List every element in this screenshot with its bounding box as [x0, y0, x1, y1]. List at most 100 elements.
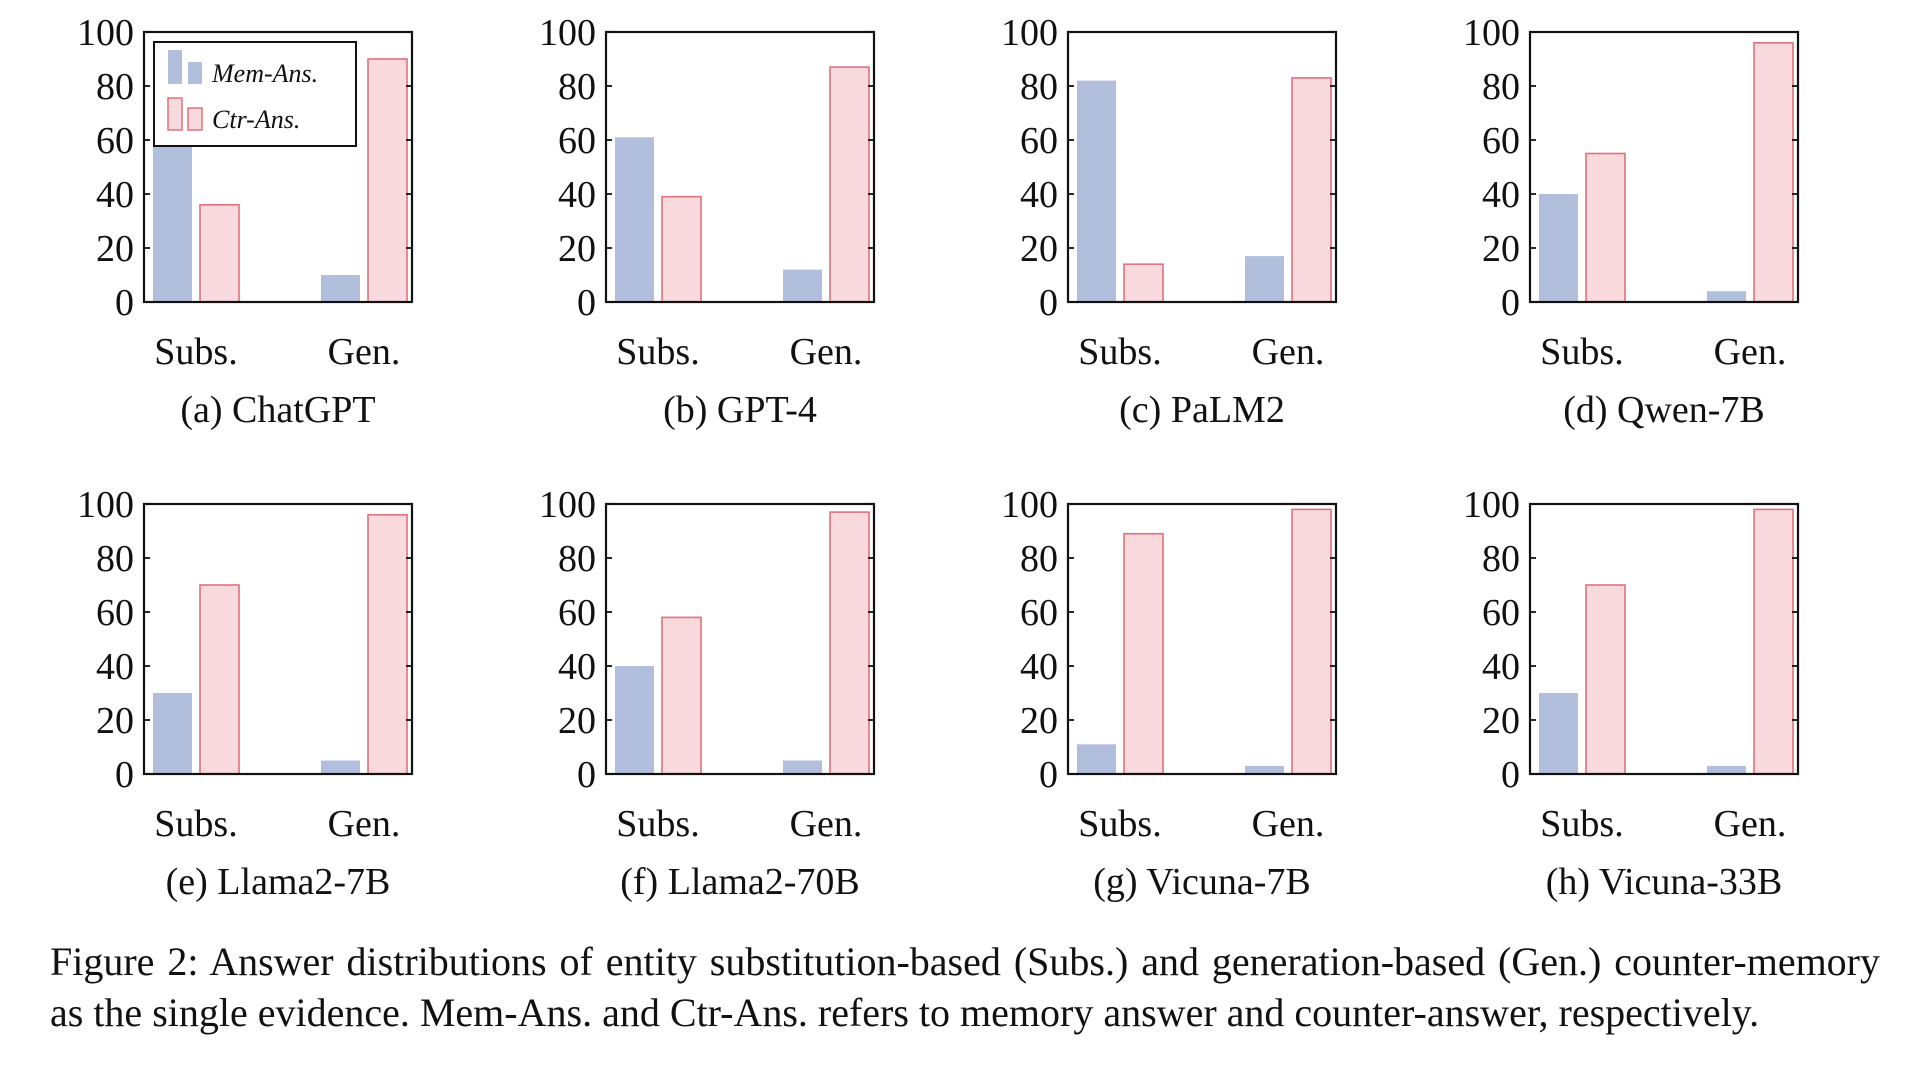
legend-mem-label: Mem-Ans. [211, 59, 318, 88]
subplot-caption: (h) Vicuna-33B [1546, 861, 1783, 903]
bar-ctr-subs [199, 584, 240, 775]
y-tick-label: 80 [96, 66, 134, 108]
x-tick-label: Subs. [616, 803, 699, 845]
y-tick-label: 80 [1020, 538, 1058, 580]
bar-mem-gen [783, 760, 822, 774]
figure-caption: Figure 2: Answer distributions of entity… [50, 939, 1880, 1035]
subplot-g: Subs. Gen. 0 20 40 60 80 100 (g) Vicuna-7B [1001, 484, 1338, 903]
y-tick-label: 80 [96, 538, 134, 580]
bar-ctr-subs [661, 616, 702, 775]
y-tick-label: 80 [558, 66, 596, 108]
plot-frame [604, 30, 876, 304]
bar-ctr-subs [1585, 152, 1626, 303]
y-tick-label: 40 [558, 174, 596, 216]
y-tick-label: 40 [558, 646, 596, 688]
legend-ctr-label: Ctr-Ans. [212, 105, 300, 134]
subplot-caption: (a) ChatGPT [180, 389, 375, 431]
plot-frame [1066, 502, 1338, 776]
x-tick-label: Gen. [1714, 803, 1787, 845]
y-tick-label: 60 [1482, 120, 1520, 162]
y-tick-label: 80 [1020, 66, 1058, 108]
y-tick-label: 20 [1482, 228, 1520, 270]
bar-ctr-subs [1585, 584, 1626, 775]
x-tick-label: Gen. [1714, 331, 1787, 373]
y-tick-label: 80 [558, 538, 596, 580]
y-tick-label: 60 [96, 592, 134, 634]
x-tick-label: Subs. [1540, 331, 1623, 373]
bar-ctr-subs [199, 204, 240, 303]
legend-ctr-swatch-1 [167, 97, 183, 131]
subplot-a: Subs. Gen. 0 20 40 60 80 100 (a) ChatGPT Mem-Ans.… [77, 12, 414, 431]
subplot-e: Subs. Gen. 0 20 40 60 80 100 (e) Llama2-7B [77, 484, 414, 903]
x-tick-label: Subs. [1078, 803, 1161, 845]
x-tick-label: Subs. [1540, 803, 1623, 845]
bar-ctr-gen [829, 511, 870, 775]
x-tick-label: Gen. [1252, 803, 1325, 845]
bar-ctr-gen [1291, 508, 1332, 775]
y-tick-label: 40 [96, 646, 134, 688]
y-tick-label: 20 [96, 228, 134, 270]
bar-mem-subs [1077, 80, 1116, 302]
y-tick-label: 80 [1482, 538, 1520, 580]
x-tick-label: Gen. [1252, 331, 1325, 373]
y-tick-label: 100 [539, 484, 596, 526]
y-tick-label: 20 [1020, 228, 1058, 270]
y-tick-label: 60 [558, 120, 596, 162]
bar-ctr-gen [1291, 77, 1332, 303]
plot-frame [1528, 30, 1800, 304]
y-tick-label: 0 [115, 754, 134, 796]
y-tick-label: 20 [558, 700, 596, 742]
legend: Mem-Ans. Ctr-Ans. [153, 41, 357, 147]
bar-mem-gen [1707, 765, 1746, 774]
plot-frame [142, 502, 414, 776]
subplot-b: Subs. Gen. 0 20 40 60 80 100 (b) GPT-4 [539, 12, 876, 431]
bar-ctr-gen [367, 513, 408, 775]
y-tick-label: 0 [115, 282, 134, 324]
subplot-caption: (d) Qwen-7B [1563, 389, 1765, 431]
subplot-caption: (c) PaLM2 [1119, 389, 1285, 431]
subplot-c: Subs. Gen. 0 20 40 60 80 100 (c) PaLM2 [1001, 12, 1338, 431]
y-tick-label: 40 [1020, 646, 1058, 688]
bar-mem-gen [1245, 256, 1284, 302]
y-tick-label: 100 [77, 12, 134, 54]
bar-ctr-subs [661, 195, 702, 303]
bar-ctr-gen [367, 58, 408, 303]
subplot-caption: (f) Llama2-70B [620, 861, 860, 903]
x-tick-label: Gen. [328, 331, 401, 373]
y-tick-label: 60 [96, 120, 134, 162]
bar-ctr-gen [1753, 41, 1794, 303]
bar-mem-gen [1707, 291, 1746, 302]
y-tick-label: 40 [1482, 646, 1520, 688]
x-tick-label: Subs. [1078, 331, 1161, 373]
y-tick-label: 0 [1501, 754, 1520, 796]
subplot-caption: (e) Llama2-7B [166, 861, 391, 903]
legend-mem-swatch-1 [168, 50, 182, 84]
y-tick-label: 100 [539, 12, 596, 54]
plot-frame [142, 30, 414, 304]
y-tick-label: 20 [1020, 700, 1058, 742]
bar-mem-gen [321, 275, 360, 302]
y-tick-label: 60 [558, 592, 596, 634]
bar-mem-subs [1539, 693, 1578, 774]
bar-mem-gen [321, 760, 360, 774]
y-tick-label: 60 [1020, 592, 1058, 634]
subplot-caption: (g) Vicuna-7B [1093, 861, 1311, 903]
subplot-h: Subs. Gen. 0 20 40 60 80 100 (h) Vicuna-33B [1463, 484, 1800, 903]
subplot-caption: (b) GPT-4 [663, 389, 817, 431]
y-tick-label: 0 [1039, 282, 1058, 324]
x-tick-label: Gen. [328, 803, 401, 845]
plot-frame [1528, 502, 1800, 776]
y-tick-label: 20 [96, 700, 134, 742]
x-tick-label: Subs. [616, 331, 699, 373]
plot-frame [604, 502, 876, 776]
bar-mem-subs [1539, 194, 1578, 302]
bar-mem-subs [153, 693, 192, 774]
subplot-d: Subs. Gen. 0 20 40 60 80 100 (d) Qwen-7B [1463, 12, 1800, 431]
subplot-f: Subs. Gen. 0 20 40 60 80 100 (f) Llama2-70B [539, 484, 876, 903]
x-tick-label: Gen. [790, 803, 863, 845]
y-tick-label: 0 [1501, 282, 1520, 324]
bar-ctr-gen [829, 66, 870, 303]
legend-mem-swatch-2 [188, 62, 202, 84]
y-tick-label: 20 [558, 228, 596, 270]
bar-mem-gen [1245, 765, 1284, 774]
